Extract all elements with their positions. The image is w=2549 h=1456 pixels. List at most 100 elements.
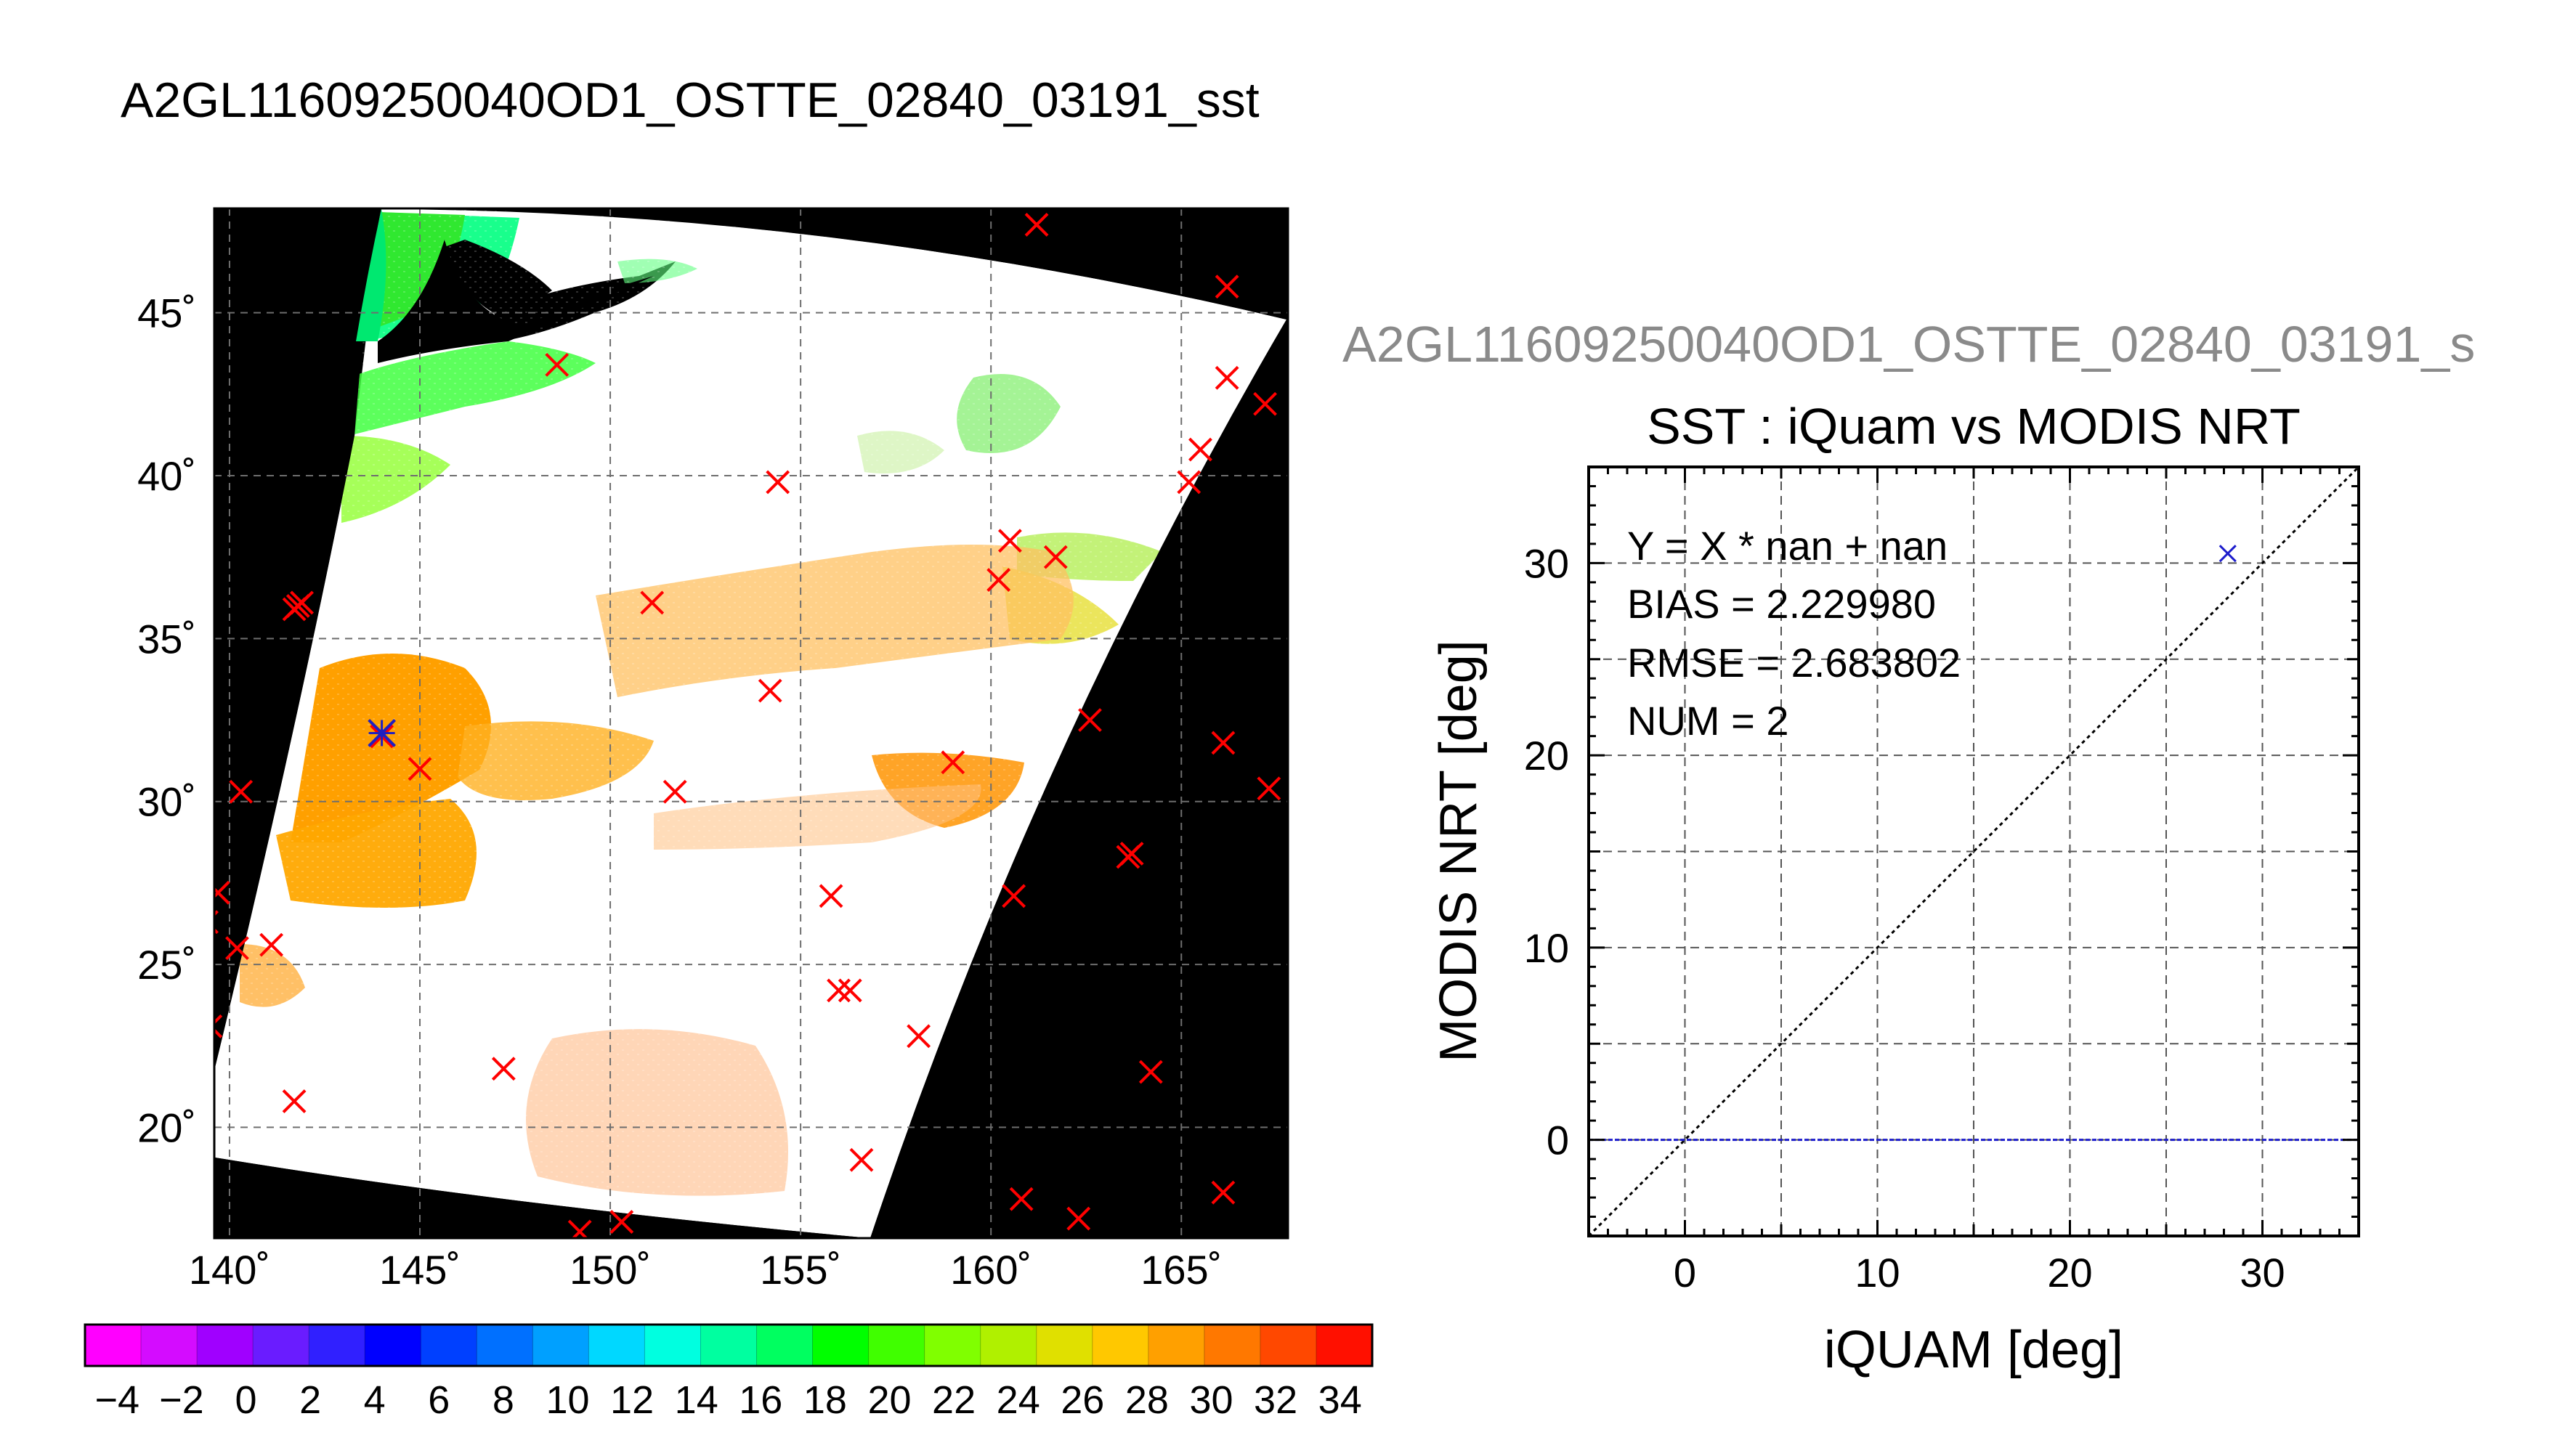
- colorbar-labels: −4 −2 0 2 4 6 8 10 12 14 16 18 20 22 24 26 28 30 32 34: [95, 1378, 1362, 1422]
- colorbar-tick-label: 26: [1061, 1378, 1104, 1422]
- station-marker: [1188, 437, 1212, 462]
- colorbar-tick-label: 14: [675, 1378, 718, 1422]
- station-marker: [827, 978, 851, 1003]
- colorbar-segment: [477, 1325, 533, 1366]
- colorbar-segment: [1204, 1325, 1261, 1366]
- page-title: A2GL11609250040OD1_OSTTE_02840_03191_sst: [121, 73, 1260, 128]
- station-marker: [1211, 1180, 1236, 1205]
- latitude-labels: 45˚ 40˚ 35˚ 30˚ 25˚ 20˚: [137, 290, 196, 1151]
- lat-tick-label: 30˚: [137, 779, 196, 825]
- colorbar-segment: [588, 1325, 646, 1366]
- colorbar-tick-label: −4: [95, 1378, 140, 1422]
- lon-tick-label: 160˚: [950, 1247, 1032, 1293]
- station-marker: [1043, 545, 1068, 569]
- colorbar-segment: [644, 1325, 702, 1366]
- colorbar-segment: [141, 1325, 198, 1366]
- station-marker: [907, 1024, 931, 1049]
- colorbar-tick-label: 0: [235, 1378, 256, 1422]
- station-marker: [1009, 1187, 1034, 1211]
- colorbar-segment: [1148, 1325, 1205, 1366]
- station-marker: [1257, 776, 1281, 801]
- station-marker: [214, 1014, 223, 1038]
- y-tick-label: 10: [1524, 925, 1569, 971]
- colorbar-segment: [532, 1325, 589, 1366]
- matched-station-marker: [368, 719, 397, 747]
- colorbar-segment: [309, 1325, 365, 1366]
- colorbar-tick-label: 32: [1254, 1378, 1297, 1422]
- station-marker: [229, 779, 254, 804]
- x-tick-label: 10: [1855, 1250, 1900, 1296]
- y-tick-label: 20: [1524, 733, 1569, 778]
- colorbar-segment: [868, 1325, 925, 1366]
- lat-tick-label: 45˚: [137, 290, 196, 336]
- lat-tick-label: 25˚: [137, 942, 196, 988]
- station-marker: [609, 1210, 634, 1234]
- station-marker: [214, 880, 230, 905]
- lat-tick-label: 20˚: [137, 1105, 196, 1150]
- colorbar-frame: [84, 1323, 1374, 1367]
- scatter-x-tick-labels: 0 10 20 30: [1674, 1250, 2285, 1296]
- longitude-labels: 140˚ 145˚ 150˚ 155˚ 160˚ 165˚: [189, 1247, 1222, 1293]
- x-tick-label: 20: [2047, 1250, 2092, 1296]
- x-axis-label: iQUAM [deg]: [1824, 1321, 2123, 1379]
- right-no-data: [870, 320, 1288, 1238]
- colorbar-tick-label: 4: [364, 1378, 386, 1422]
- x-tick-label: 30: [2240, 1250, 2285, 1296]
- colorbar-tick-label: 10: [546, 1378, 589, 1422]
- station-marker: [849, 1147, 874, 1172]
- lon-tick-label: 150˚: [570, 1247, 651, 1293]
- lon-tick-label: 155˚: [760, 1247, 841, 1293]
- colorbar-segment: [756, 1325, 814, 1366]
- colorbar-tick-label: 30: [1189, 1378, 1233, 1422]
- colorbar-segment: [812, 1325, 870, 1366]
- stats-num: NUM = 2: [1627, 698, 1789, 744]
- x-tick-label: 0: [1674, 1250, 1696, 1296]
- stats-regression: Y = X * nan + nan: [1627, 523, 1948, 569]
- colorbar-segment: [85, 1325, 142, 1366]
- lat-tick-label: 35˚: [137, 616, 196, 662]
- scatter-ticks: [1587, 465, 2360, 1237]
- station-marker: [941, 750, 965, 775]
- scatter-points: [2218, 545, 2237, 563]
- colorbar-segment: [1092, 1325, 1149, 1366]
- colorbar-segment: [197, 1325, 254, 1366]
- colorbar-segment: [924, 1325, 981, 1366]
- scatter-title: SST : iQuam vs MODIS NRT: [1647, 398, 2301, 455]
- stats-box: Y = X * nan + nan BIAS = 2.229980 RMSE =…: [1627, 523, 1961, 744]
- station-marker: [1078, 708, 1102, 732]
- station-marker: [766, 470, 790, 495]
- map-frame: [213, 207, 1289, 1240]
- station-marker: [282, 597, 307, 622]
- station-marker: [1211, 731, 1236, 755]
- colorbar-tick-label: 8: [493, 1378, 514, 1422]
- colorbar-tick-label: 20: [867, 1378, 911, 1422]
- station-marker: [545, 352, 570, 377]
- scatter-point: [2218, 545, 2237, 563]
- station-marker: [1066, 1206, 1091, 1231]
- top-no-data: [381, 208, 1288, 320]
- colorbar-tick-label: 12: [610, 1378, 654, 1422]
- station-marker: [567, 1219, 592, 1238]
- y-tick-label: 30: [1524, 540, 1569, 586]
- station-marker: [225, 936, 249, 961]
- station-marker: [1215, 274, 1239, 299]
- colorbar-segment: [365, 1325, 421, 1366]
- colorbar-tick-label: 18: [803, 1378, 847, 1422]
- station-marker: [986, 568, 1011, 592]
- colorbar-tick-label: 34: [1318, 1378, 1362, 1422]
- station-marker: [259, 932, 284, 957]
- lat-tick-label: 40˚: [137, 453, 196, 499]
- station-marker: [662, 779, 687, 804]
- y-axis-label: MODIS NRT [deg]: [1430, 640, 1488, 1062]
- colorbar-tick-label: 2: [299, 1378, 321, 1422]
- stats-bias: BIAS = 2.229980: [1627, 581, 1936, 627]
- station-marker: [1002, 884, 1026, 908]
- scatter-panel: A2GL11609250040OD1_OSTTE_02840_03191_s S…: [1342, 316, 2475, 1379]
- colorbar-tick-label: 16: [739, 1378, 782, 1422]
- station-marker: [640, 590, 665, 615]
- colorbar: [85, 1325, 1373, 1366]
- station-markers: [214, 213, 1281, 1238]
- station-marker: [819, 884, 843, 908]
